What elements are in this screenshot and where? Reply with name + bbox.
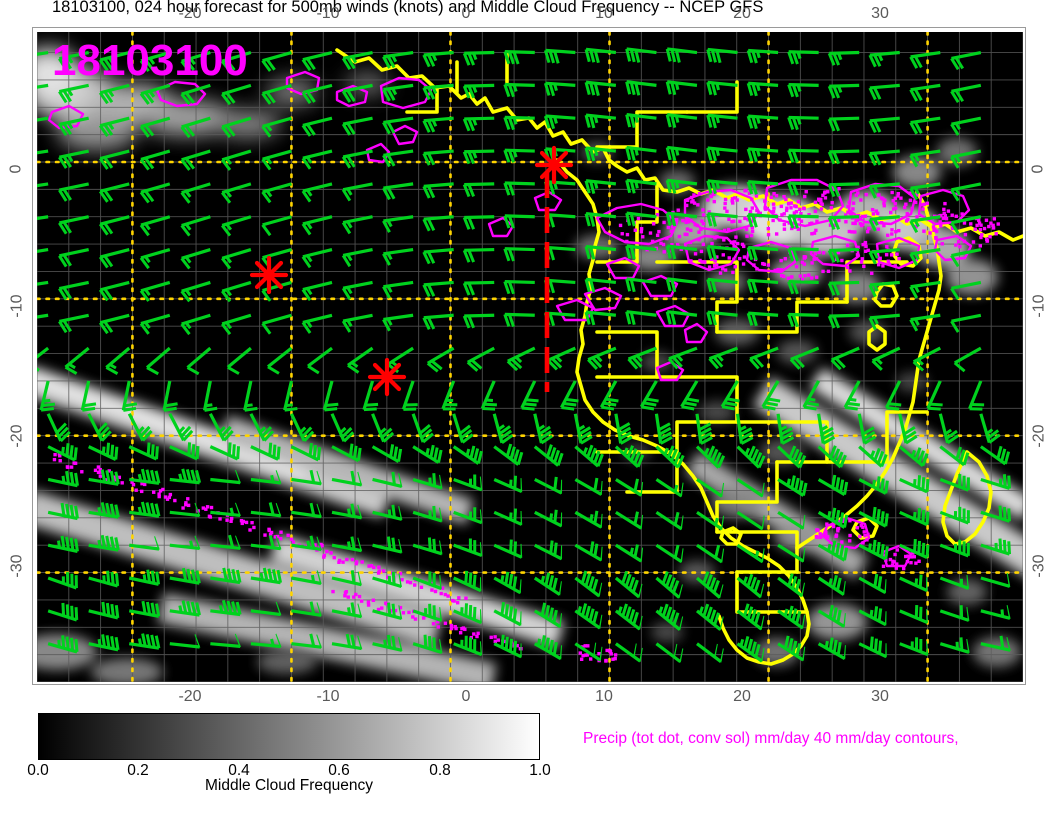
- station-marker-2: [367, 357, 407, 397]
- y-axis-tick-right-0: 0: [1029, 164, 1047, 174]
- colorbar: [38, 713, 540, 760]
- y-axis-tick-left-1: -10: [8, 294, 26, 318]
- x-axis-tick-bottom-5: 30: [871, 688, 889, 705]
- station-marker-0: [534, 145, 574, 185]
- y-axis-tick-right-3: -30: [1030, 554, 1048, 578]
- colorbar-tick-2: 0.4: [228, 762, 250, 779]
- colorbar-title: Middle Cloud Frequency: [204, 777, 374, 794]
- y-axis-tick-left-3: -30: [8, 554, 26, 578]
- x-axis-tick-top-1: -10: [316, 5, 340, 22]
- y-axis-tick-right-1: -10: [1030, 294, 1048, 318]
- y-axis-tick-right-2: -20: [1030, 424, 1048, 448]
- x-axis-tick-bottom-4: 20: [733, 688, 751, 705]
- x-axis-tick-bottom-0: -20: [178, 688, 202, 705]
- x-axis-tick-bottom-1: -10: [316, 688, 340, 705]
- colorbar-tick-5: 1.0: [529, 762, 551, 779]
- x-axis-tick-bottom-3: 10: [595, 688, 613, 705]
- precip-legend-text: Precip (tot dot, conv sol) mm/day 40 mm/…: [583, 730, 959, 747]
- precipitation-layer: [47, 70, 1000, 663]
- y-axis-tick-left-0: 0: [7, 164, 25, 174]
- station-markers-layer: [249, 145, 574, 397]
- station-marker-1: [249, 255, 289, 295]
- wind-barbs-layer: [37, 47, 1011, 664]
- map-frame: [32, 27, 1026, 685]
- x-axis-tick-top-5: 30: [871, 5, 889, 22]
- x-axis-tick-top-4: 20: [733, 5, 751, 22]
- chart-title: 18103100, 024 hour forecast for 500mb wi…: [52, 0, 764, 16]
- x-axis-tick-bottom-2: 0: [461, 688, 471, 705]
- x-axis-tick-top-3: 10: [595, 5, 613, 22]
- colorbar-tick-0: 0.0: [27, 762, 49, 779]
- x-axis-tick-top-2: 0: [461, 5, 471, 22]
- colorbar-tick-1: 0.2: [127, 762, 149, 779]
- y-axis-tick-left-2: -20: [8, 424, 26, 448]
- colorbar-tick-4: 0.8: [429, 762, 451, 779]
- map-graphics: [37, 32, 1023, 682]
- timestamp-overlay: 18103100: [52, 36, 248, 85]
- map-canvas[interactable]: [37, 32, 1023, 682]
- x-axis-tick-top-0: -20: [178, 5, 202, 22]
- colorbar-tick-3: 0.6: [328, 762, 350, 779]
